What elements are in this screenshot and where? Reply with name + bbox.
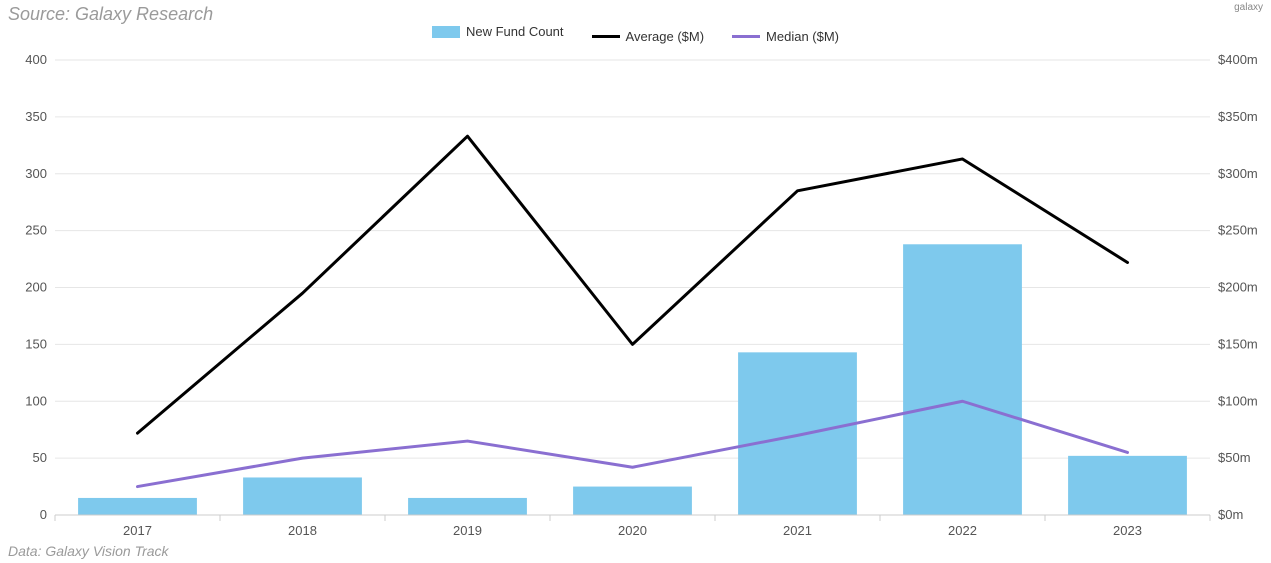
y-right-tick-label: $300m bbox=[1218, 166, 1258, 181]
y-right-tick-label: $350m bbox=[1218, 109, 1258, 124]
chart-svg: 0 $0m 50 $50m 100 $100m 150 $150m 200 $200m 250 $25… bbox=[0, 0, 1271, 563]
bar bbox=[738, 352, 857, 515]
x-tick-label: 2023 bbox=[1113, 523, 1142, 538]
y-left-tick-label: 250 bbox=[25, 223, 47, 238]
bar bbox=[78, 498, 197, 515]
bar bbox=[573, 487, 692, 515]
bar bbox=[243, 477, 362, 515]
y-left-tick-label: 200 bbox=[25, 280, 47, 295]
bar bbox=[1068, 456, 1187, 515]
bar bbox=[903, 244, 1022, 515]
x-tick-label: 2018 bbox=[288, 523, 317, 538]
y-left-tick-label: 300 bbox=[25, 166, 47, 181]
x-tick-label: 2022 bbox=[948, 523, 977, 538]
y-left-tick-label: 350 bbox=[25, 109, 47, 124]
y-left-tick-label: 50 bbox=[33, 450, 47, 465]
y-left-tick-label: 400 bbox=[25, 52, 47, 67]
y-left-tick-label: 150 bbox=[25, 336, 47, 351]
x-tick-label: 2019 bbox=[453, 523, 482, 538]
x-tick-label: 2020 bbox=[618, 523, 647, 538]
y-right-tick-label: $250m bbox=[1218, 223, 1258, 238]
y-right-tick-label: $200m bbox=[1218, 280, 1258, 295]
x-tick-label: 2021 bbox=[783, 523, 812, 538]
y-right-tick-label: $0m bbox=[1218, 507, 1243, 522]
bar bbox=[408, 498, 527, 515]
y-right-tick-label: $100m bbox=[1218, 393, 1258, 408]
y-right-tick-label: $50m bbox=[1218, 450, 1251, 465]
y-right-tick-label: $150m bbox=[1218, 336, 1258, 351]
y-left-tick-label: 100 bbox=[25, 393, 47, 408]
x-tick-label: 2017 bbox=[123, 523, 152, 538]
y-left-tick-label: 0 bbox=[40, 507, 47, 522]
y-right-tick-label: $400m bbox=[1218, 52, 1258, 67]
chart-container: Source: Galaxy Research galaxy Data: Gal… bbox=[0, 0, 1271, 563]
